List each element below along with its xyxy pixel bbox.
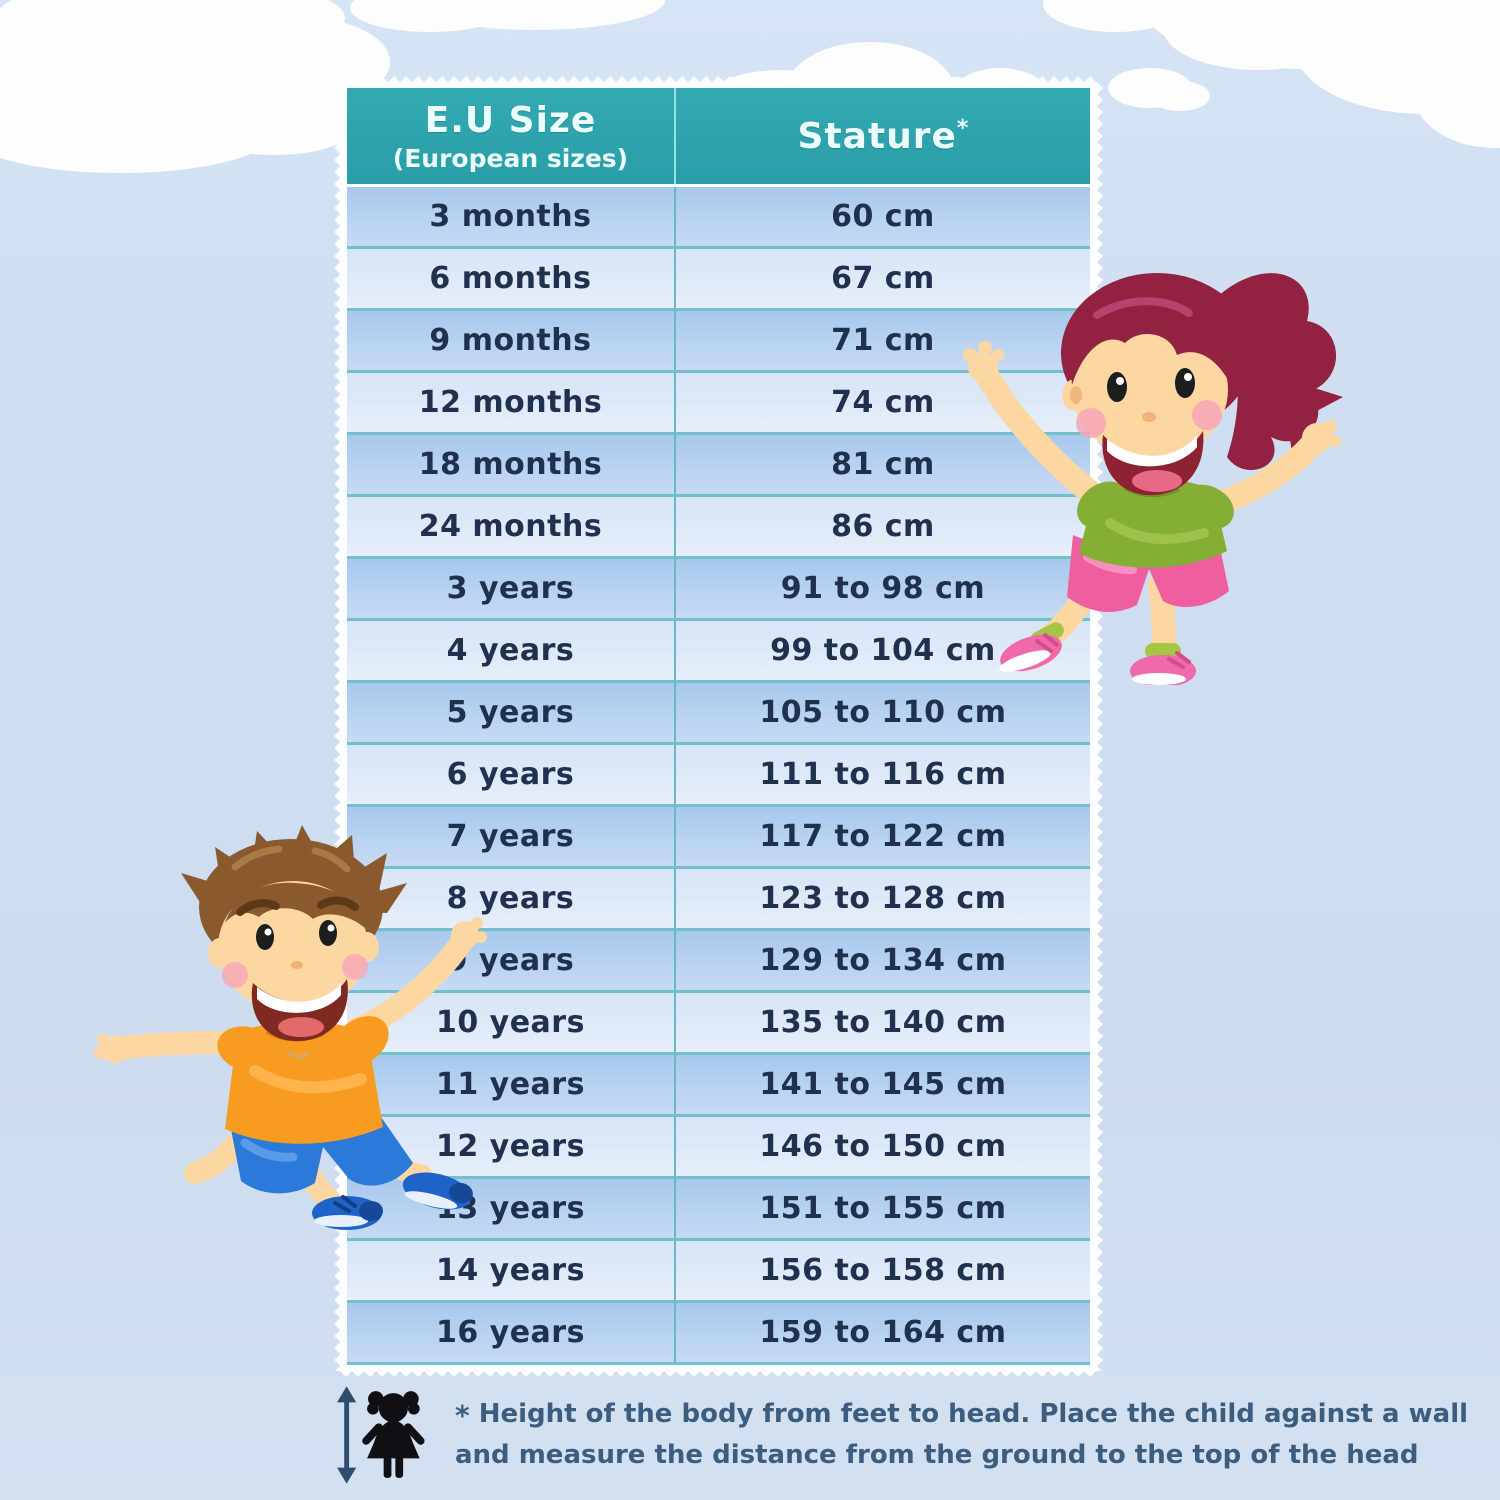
size-cell: 16 years xyxy=(435,1315,585,1350)
size-cell: 11 years xyxy=(435,1067,585,1102)
stature-cell: 146 to 150 cm xyxy=(673,1117,1090,1176)
header-eu-size: E.U Size (European sizes) xyxy=(347,88,674,184)
size-cell: 14 years xyxy=(435,1253,585,1288)
child-silhouette xyxy=(362,1391,425,1478)
eu-size-subtitle: (European sizes) xyxy=(392,143,629,173)
size-cell: 8 years xyxy=(446,881,575,916)
stature-cell: 105 to 110 cm xyxy=(673,683,1090,742)
stature-title: Stature xyxy=(797,115,957,157)
stature-cell: 81 cm xyxy=(673,435,1090,494)
stature-cell: 141 to 145 cm xyxy=(673,1055,1090,1114)
footnote-marker: * xyxy=(455,1399,470,1432)
stature-cell: 159 to 164 cm xyxy=(673,1303,1090,1362)
size-cell: 10 years xyxy=(435,1005,585,1040)
stature-cell: 91 to 98 cm xyxy=(673,559,1090,618)
table-row: 24 months 86 cm xyxy=(347,497,1090,559)
size-cell: 9 months xyxy=(429,323,592,358)
table-row: 10 years 135 to 140 cm xyxy=(347,993,1090,1055)
size-cell: 3 years xyxy=(446,571,575,606)
height-measure-icon xyxy=(337,1386,425,1484)
stature-cell: 67 cm xyxy=(673,249,1090,308)
table-row: 6 years 111 to 116 cm xyxy=(347,745,1090,807)
size-cell: 12 years xyxy=(435,1129,585,1164)
size-cell: 18 months xyxy=(418,447,603,482)
table-row: 16 years 159 to 164 cm xyxy=(347,1303,1090,1365)
size-cell: 12 months xyxy=(418,385,603,420)
table-row: 13 years 151 to 155 cm xyxy=(347,1179,1090,1241)
table-row: 7 years 117 to 122 cm xyxy=(347,807,1090,869)
table-row: 6 months 67 cm xyxy=(347,249,1090,311)
footnote-line-2: and measure the distance from the ground… xyxy=(455,1439,1419,1470)
size-cell: 7 years xyxy=(446,819,575,854)
table-row: 12 years 146 to 150 cm xyxy=(347,1117,1090,1179)
stature-cell: 123 to 128 cm xyxy=(673,869,1090,928)
eu-size-title: E.U Size xyxy=(424,99,597,141)
table-row: 5 years 105 to 110 cm xyxy=(347,683,1090,745)
table-row: 12 months 74 cm xyxy=(347,373,1090,435)
size-cell: 3 months xyxy=(429,199,592,234)
boy-character xyxy=(94,825,487,1230)
stature-cell: 86 cm xyxy=(673,497,1090,556)
stature-cell: 74 cm xyxy=(673,373,1090,432)
stature-cell: 111 to 116 cm xyxy=(673,745,1090,804)
table-body: 3 months 60 cm 6 months 67 cm 9 months 71 c… xyxy=(347,187,1090,1365)
girl-character xyxy=(963,273,1343,685)
size-cell: 4 years xyxy=(446,633,575,668)
size-cell: 24 months xyxy=(418,509,603,544)
footnote: * Height of the body from feet to head. … xyxy=(333,1384,1483,1486)
stature-cell: 151 to 155 cm xyxy=(673,1179,1090,1238)
table-row: 4 years 99 to 104 cm xyxy=(347,621,1090,683)
header-stature: Stature * xyxy=(673,88,1090,184)
size-cell: 6 months xyxy=(429,261,592,296)
stature-asterisk: * xyxy=(956,116,969,141)
stature-cell: 135 to 140 cm xyxy=(673,993,1090,1052)
stature-cell: 60 cm xyxy=(673,187,1090,246)
size-cell: 6 years xyxy=(446,757,575,792)
table-header: E.U Size (European sizes) Stature * xyxy=(347,88,1090,184)
table-row: 9 months 71 cm xyxy=(347,311,1090,373)
stature-cell: 99 to 104 cm xyxy=(673,621,1090,680)
stature-cell: 71 cm xyxy=(673,311,1090,370)
table-row: 14 years 156 to 158 cm xyxy=(347,1241,1090,1303)
footnote-text: * Height of the body from feet to head. … xyxy=(455,1384,1468,1474)
table-row: 11 years 141 to 145 cm xyxy=(347,1055,1090,1117)
table-row: 18 months 81 cm xyxy=(347,435,1090,497)
table-row: 3 years 91 to 98 cm xyxy=(347,559,1090,621)
size-cell: 5 years xyxy=(446,695,575,730)
size-chart-table: E.U Size (European sizes) Stature * 3 mon… xyxy=(334,76,1103,1377)
stature-cell: 117 to 122 cm xyxy=(673,807,1090,866)
table-row: 8 years 123 to 128 cm xyxy=(347,869,1090,931)
stature-cell: 129 to 134 cm xyxy=(673,931,1090,990)
table-row: 3 months 60 cm xyxy=(347,187,1090,249)
stature-cell: 156 to 158 cm xyxy=(673,1241,1090,1300)
footnote-line-1: Height of the body from feet to head. Pl… xyxy=(478,1399,1469,1429)
